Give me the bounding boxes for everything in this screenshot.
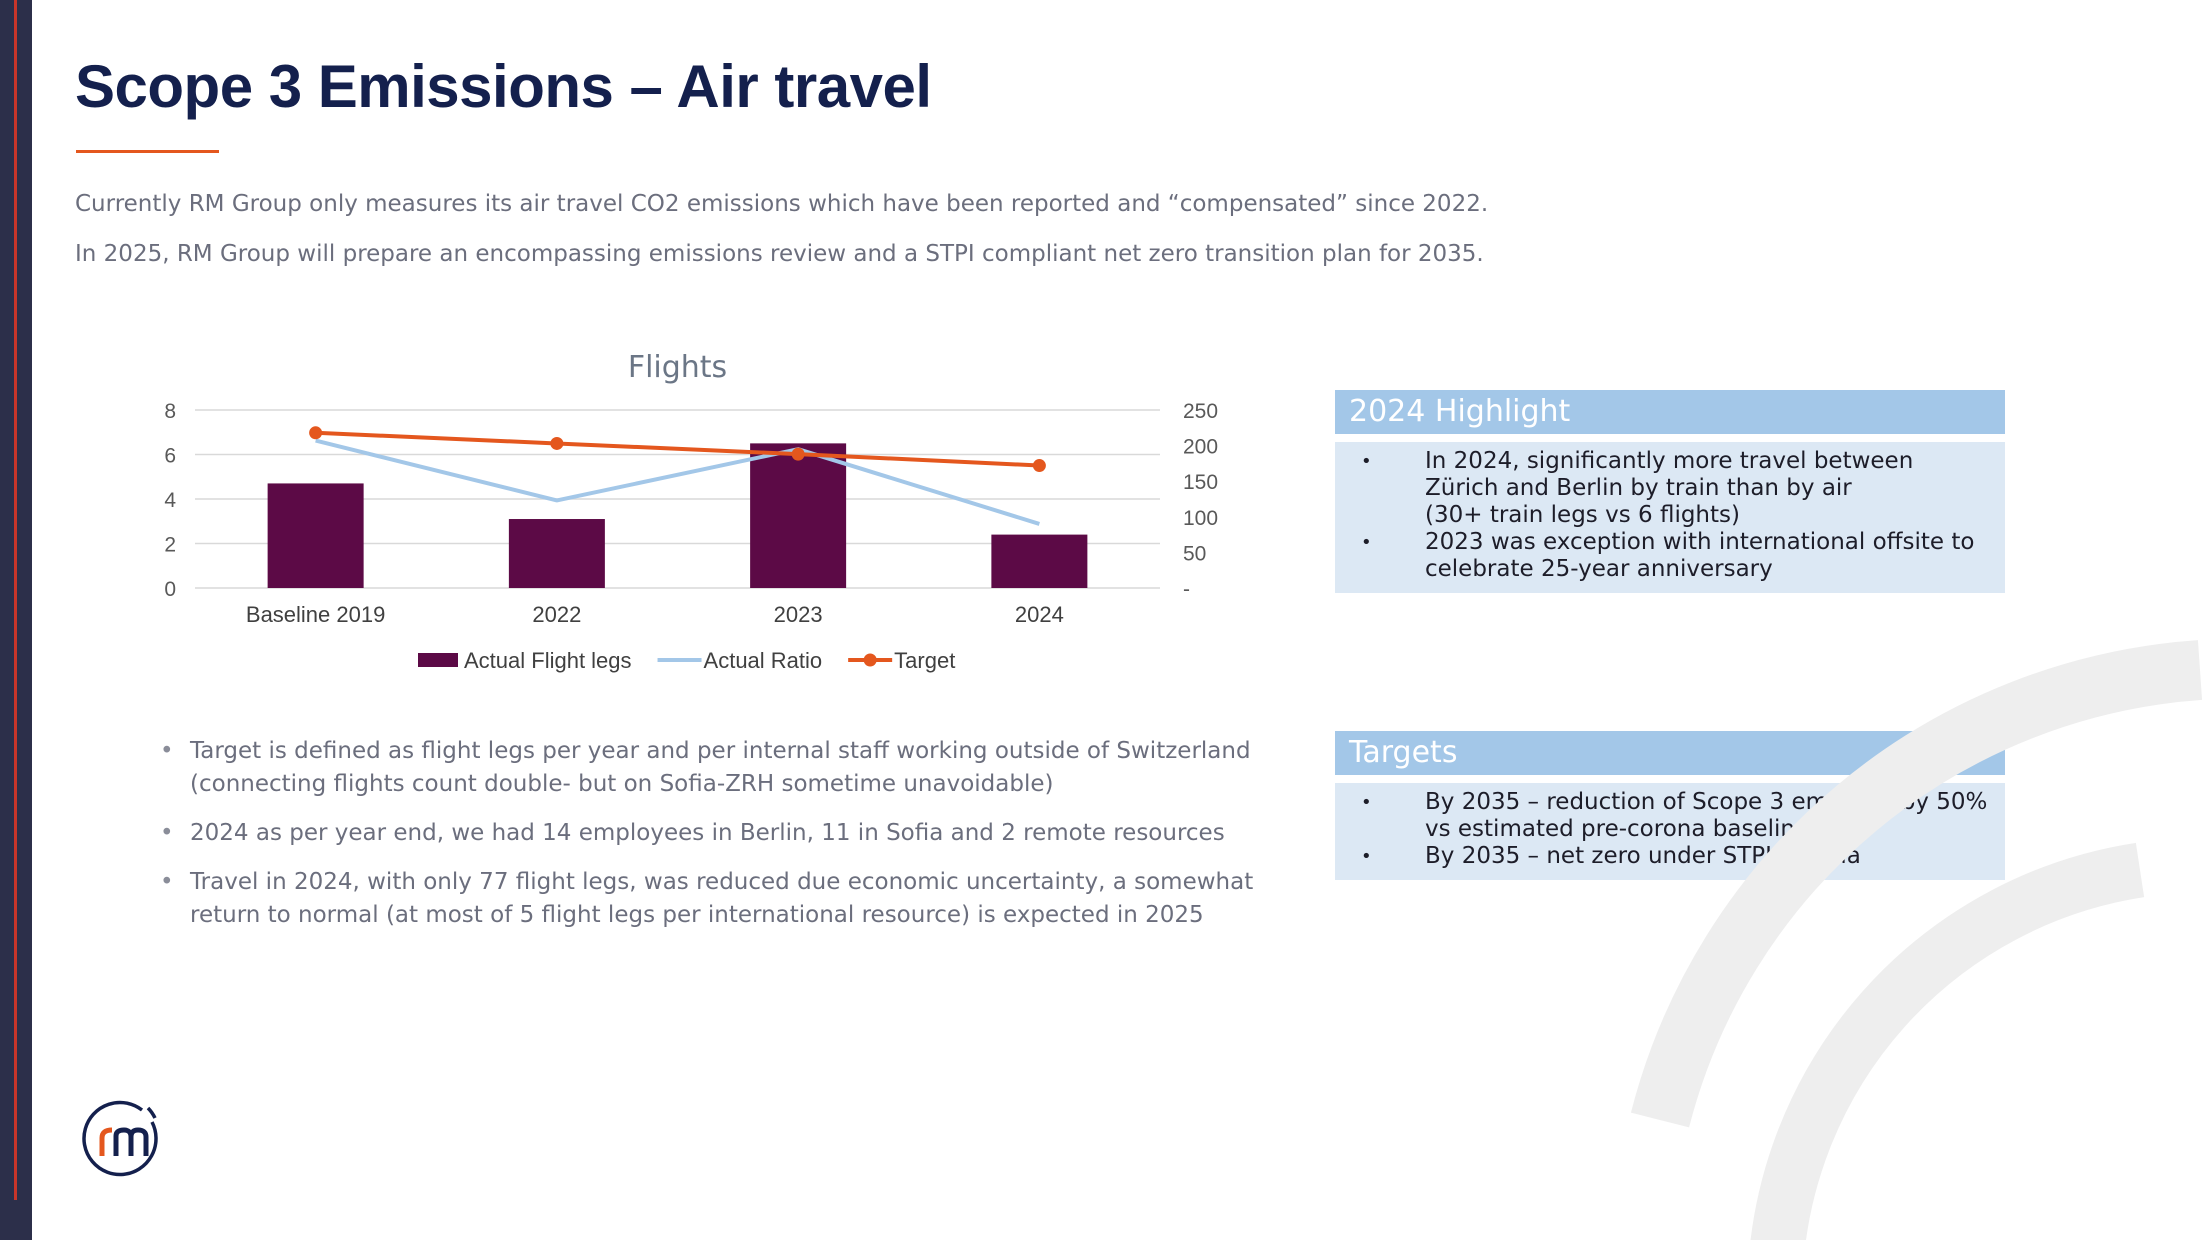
x-axis-tick-label: 2024 (1015, 602, 1064, 627)
bar-flight-legs (267, 483, 364, 588)
right-axis-tick-label: - (1183, 578, 1190, 601)
targets-line: vs estimated pre-corona baseline (1425, 816, 1810, 842)
decorative-arc-inner (1750, 842, 2145, 1240)
list-item: Travel in 2024, with only 77 flight legs… (160, 866, 1300, 932)
right-axis-tick-label: 200 (1183, 436, 1218, 459)
x-axis-tick-label: 2023 (774, 602, 823, 627)
highlight-line: 2023 was exception with international of… (1425, 529, 1975, 555)
target-marker (791, 447, 805, 461)
intro-line-1: Currently RM Group only measures its air… (75, 191, 1489, 217)
target-marker (1032, 459, 1046, 473)
right-axis-tick-label: 150 (1183, 471, 1218, 494)
page-title: Scope 3 Emissions – Air travel (75, 53, 932, 120)
decorative-arc-outer (1630, 640, 2203, 1128)
legend-label: Actual Ratio (704, 648, 823, 673)
list-item: Target is defined as flight legs per yea… (160, 735, 1300, 801)
highlight-bullet: 2023 was exception with international of… (1349, 529, 1991, 583)
x-axis-tick-label: Baseline 2019 (246, 602, 385, 627)
highlight-line: Zürich and Berlin by train than by air (1425, 475, 1852, 501)
right-axis-tick-label: 100 (1183, 507, 1218, 530)
line-actual-ratio (315, 438, 1040, 526)
target-marker (550, 436, 564, 450)
legend-swatch-marker (863, 653, 877, 667)
bar-flight-legs (991, 534, 1088, 588)
bar-flight-legs (508, 519, 605, 588)
legend-label: Target (894, 648, 955, 673)
x-axis-tick-label: 2022 (532, 602, 581, 627)
left-axis-tick-label: 6 (164, 445, 176, 468)
highlight-line: celebrate 25-year anniversary (1425, 556, 1773, 582)
legend-label: Actual Flight legs (464, 648, 632, 673)
left-accent-line (14, 0, 17, 1200)
legend-swatch-bar (418, 653, 458, 667)
highlight-line: In 2024, significantly more travel betwe… (1425, 448, 1914, 474)
right-axis-tick-label: 50 (1183, 542, 1206, 565)
line-target (315, 430, 1040, 468)
intro-line-2: In 2025, RM Group will prepare an encomp… (75, 241, 1484, 267)
right-axis-tick-label: 250 (1183, 400, 1218, 423)
highlight-line: (30+ train legs vs 6 flights) (1425, 502, 1740, 528)
flights-chart: Flights 0 2 4 6 8 - 50 100 150 200 250 Baseline 2019… (120, 340, 1260, 690)
highlight-box-body: In 2024, significantly more travel betwe… (1335, 442, 2005, 593)
target-marker (309, 426, 323, 440)
left-axis-tick-label: 0 (164, 578, 176, 601)
notes-list: Target is defined as flight legs per yea… (160, 735, 1300, 948)
highlight-box-title: 2024 Highlight (1335, 390, 2005, 434)
list-item: 2024 as per year end, we had 14 employee… (160, 817, 1300, 850)
chart-title: Flights (628, 350, 727, 385)
decorative-arc-graphic (1630, 640, 2203, 1240)
bar-flight-legs (750, 443, 847, 588)
title-underline (76, 150, 219, 153)
left-axis-tick-label: 2 (164, 534, 176, 557)
company-logo (82, 1100, 158, 1177)
left-axis-tick-label: 8 (164, 400, 176, 423)
highlight-bullet: In 2024, significantly more travel betwe… (1349, 448, 1991, 529)
left-axis-tick-label: 4 (164, 489, 176, 512)
